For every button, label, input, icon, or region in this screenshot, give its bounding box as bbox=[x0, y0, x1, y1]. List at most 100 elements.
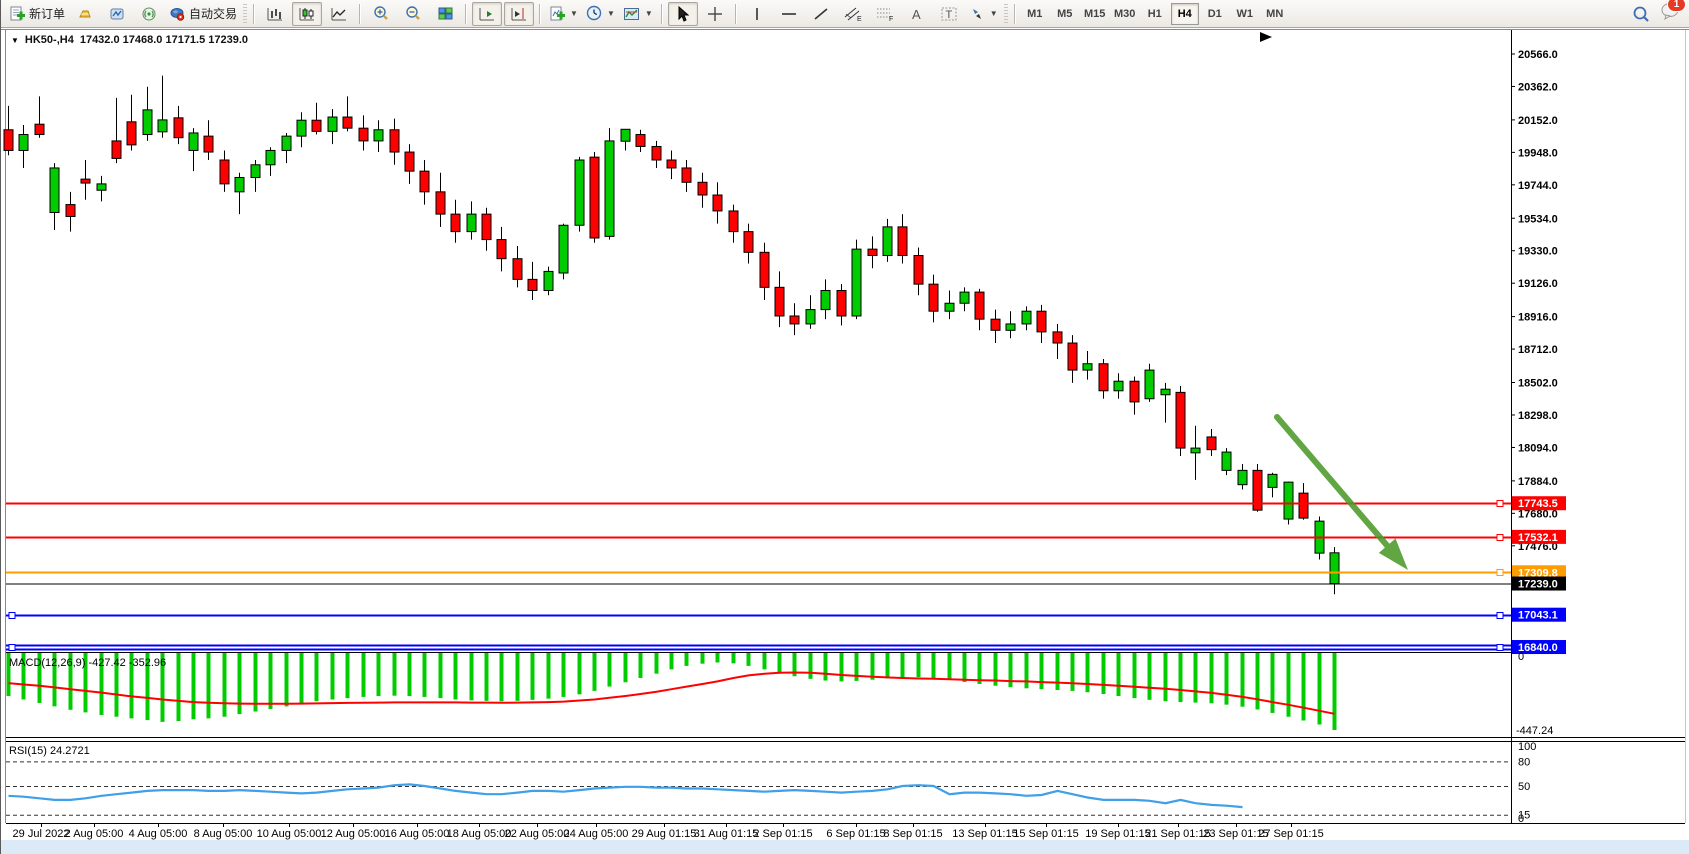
price-tick-label: 18916.0 bbox=[1518, 312, 1558, 324]
fibonacci-button[interactable]: F bbox=[870, 2, 900, 26]
chart-header: ▼ HK50-,H4 17432.0 17468.0 17171.5 17239… bbox=[11, 34, 248, 46]
candle bbox=[759, 242, 770, 301]
new-order-button[interactable]: 新订单 bbox=[6, 2, 68, 26]
zoom-out-icon bbox=[406, 6, 420, 20]
hline-17743.5[interactable] bbox=[6, 500, 1511, 507]
trend-arrow-object[interactable] bbox=[1274, 414, 1408, 570]
vertical-line-button[interactable] bbox=[742, 2, 772, 26]
timeframe-button-H1[interactable]: H1 bbox=[1147, 7, 1162, 20]
candle bbox=[620, 128, 631, 151]
zoom-out-button[interactable] bbox=[398, 2, 428, 26]
candlestick-chart-button[interactable] bbox=[292, 1, 323, 26]
hline-handle[interactable] bbox=[1496, 569, 1504, 576]
hline-handle[interactable] bbox=[8, 644, 16, 651]
notification-badge: 1 bbox=[1667, 0, 1686, 12]
horizontal-line-button[interactable] bbox=[774, 2, 804, 26]
timeframe-button-M5[interactable]: M5 bbox=[1057, 7, 1073, 20]
hline-handle[interactable] bbox=[1496, 534, 1504, 541]
chat-button[interactable]: 1 bbox=[1660, 0, 1686, 25]
channel-icon: E bbox=[844, 7, 862, 22]
candle bbox=[527, 261, 538, 301]
auto-trading-button[interactable]: 自动交易 bbox=[166, 2, 240, 26]
bar-chart-icon bbox=[267, 7, 283, 20]
indicators-button[interactable]: ▼ bbox=[546, 2, 581, 26]
hline-17532.1[interactable] bbox=[6, 534, 1511, 541]
deposit-button[interactable] bbox=[70, 2, 100, 26]
time-tick-label: 19 Sep 01:15 bbox=[1085, 828, 1150, 840]
auto-trading-icon bbox=[170, 7, 185, 21]
candle bbox=[1160, 382, 1171, 423]
hline-16840.0[interactable] bbox=[6, 644, 1511, 651]
zoom-in-button[interactable] bbox=[366, 2, 396, 26]
dropdown-caret: ▼ bbox=[570, 9, 578, 18]
price-tick-label: 20152.0 bbox=[1518, 115, 1558, 127]
candle bbox=[435, 172, 446, 227]
svg-text:E: E bbox=[857, 16, 862, 22]
dropdown-caret: ▼ bbox=[989, 9, 998, 18]
svg-text:17309.8: 17309.8 bbox=[1518, 567, 1558, 579]
toolbar-right-icons: 1 bbox=[1632, 0, 1686, 25]
periods-button[interactable]: ▼ bbox=[583, 2, 618, 26]
line-chart-icon bbox=[331, 7, 347, 20]
hline-17309.8[interactable] bbox=[6, 569, 1511, 576]
price-badge-17532.1: 17532.1 bbox=[1512, 529, 1566, 544]
candle bbox=[774, 271, 785, 328]
hline-handle[interactable] bbox=[1496, 500, 1504, 507]
line-chart-button[interactable] bbox=[324, 2, 354, 26]
trendline-button[interactable] bbox=[806, 2, 836, 26]
bar-chart-button[interactable] bbox=[260, 2, 290, 26]
candle bbox=[558, 223, 569, 280]
time-tick-label: 22 Aug 05:00 bbox=[505, 828, 570, 840]
auto-scroll-icon bbox=[479, 7, 495, 20]
candle bbox=[1098, 358, 1109, 399]
vertical-line-icon bbox=[755, 7, 758, 20]
dropdown-caret: ▼ bbox=[644, 9, 653, 18]
time-tick-label: 12 Aug 05:00 bbox=[321, 828, 386, 840]
candle bbox=[1252, 463, 1263, 512]
tester-button[interactable] bbox=[102, 2, 132, 26]
chart-shift-marker[interactable] bbox=[1260, 32, 1272, 42]
timeframe-button-M30[interactable]: M30 bbox=[1114, 7, 1136, 20]
timeframe-button-H4[interactable]: H4 bbox=[1170, 2, 1199, 25]
new-order-icon bbox=[10, 6, 25, 20]
time-tick-label: 16 Aug 05:00 bbox=[385, 828, 450, 840]
auto-scroll-button[interactable] bbox=[472, 1, 503, 26]
candle bbox=[913, 247, 924, 296]
search-icon[interactable] bbox=[1632, 5, 1650, 23]
hline-17043.1[interactable] bbox=[6, 612, 1511, 619]
timeframe-button-M15[interactable]: M15 bbox=[1084, 7, 1106, 20]
chart-collapse-icon[interactable]: ▼ bbox=[11, 35, 19, 45]
cursor-button[interactable] bbox=[667, 1, 698, 26]
toolbar-separator bbox=[1013, 3, 1016, 24]
arrows-icon bbox=[972, 8, 981, 19]
candle bbox=[142, 86, 153, 141]
templates-button[interactable]: ▼ bbox=[620, 2, 656, 26]
hline-handle[interactable] bbox=[1496, 612, 1504, 619]
signals-button[interactable] bbox=[134, 2, 164, 26]
hline-handle[interactable] bbox=[8, 612, 16, 619]
timeframe-button-MN[interactable]: MN bbox=[1266, 7, 1284, 20]
crosshair-button[interactable] bbox=[700, 2, 730, 26]
price-axis[interactable]: 20566.0 20362.0 20152.0 19948.0 19744.0 19534… bbox=[1511, 49, 1566, 825]
candle bbox=[1129, 376, 1140, 415]
tile-windows-button[interactable] bbox=[430, 2, 460, 26]
candle bbox=[1267, 472, 1278, 498]
chart-canvas[interactable]: MACD(12,26,9) -427.42 -352.96 RSI(15) 24.… bbox=[1, 28, 1689, 854]
tile-windows-icon bbox=[438, 7, 453, 19]
text-label-button[interactable]: T bbox=[934, 2, 964, 26]
timeframe-button-D1[interactable]: D1 bbox=[1207, 7, 1222, 20]
chart-area[interactable]: ▼ HK50-,H4 17432.0 17468.0 17171.5 17239… bbox=[1, 28, 1689, 854]
candle bbox=[743, 223, 754, 264]
arrows-button[interactable]: ▼ bbox=[966, 2, 1001, 26]
timeframe-button-W1[interactable]: W1 bbox=[1236, 7, 1253, 20]
svg-text:T: T bbox=[945, 9, 952, 21]
timeframe-button-M1[interactable]: M1 bbox=[1027, 7, 1043, 20]
text-button[interactable]: A bbox=[902, 2, 932, 26]
hline-handle[interactable] bbox=[1496, 644, 1504, 651]
candle bbox=[712, 182, 723, 224]
equidistant-channel-button[interactable]: E bbox=[838, 2, 868, 26]
candlestick-chart-icon bbox=[299, 7, 315, 20]
chart-shift-button[interactable] bbox=[504, 1, 535, 26]
